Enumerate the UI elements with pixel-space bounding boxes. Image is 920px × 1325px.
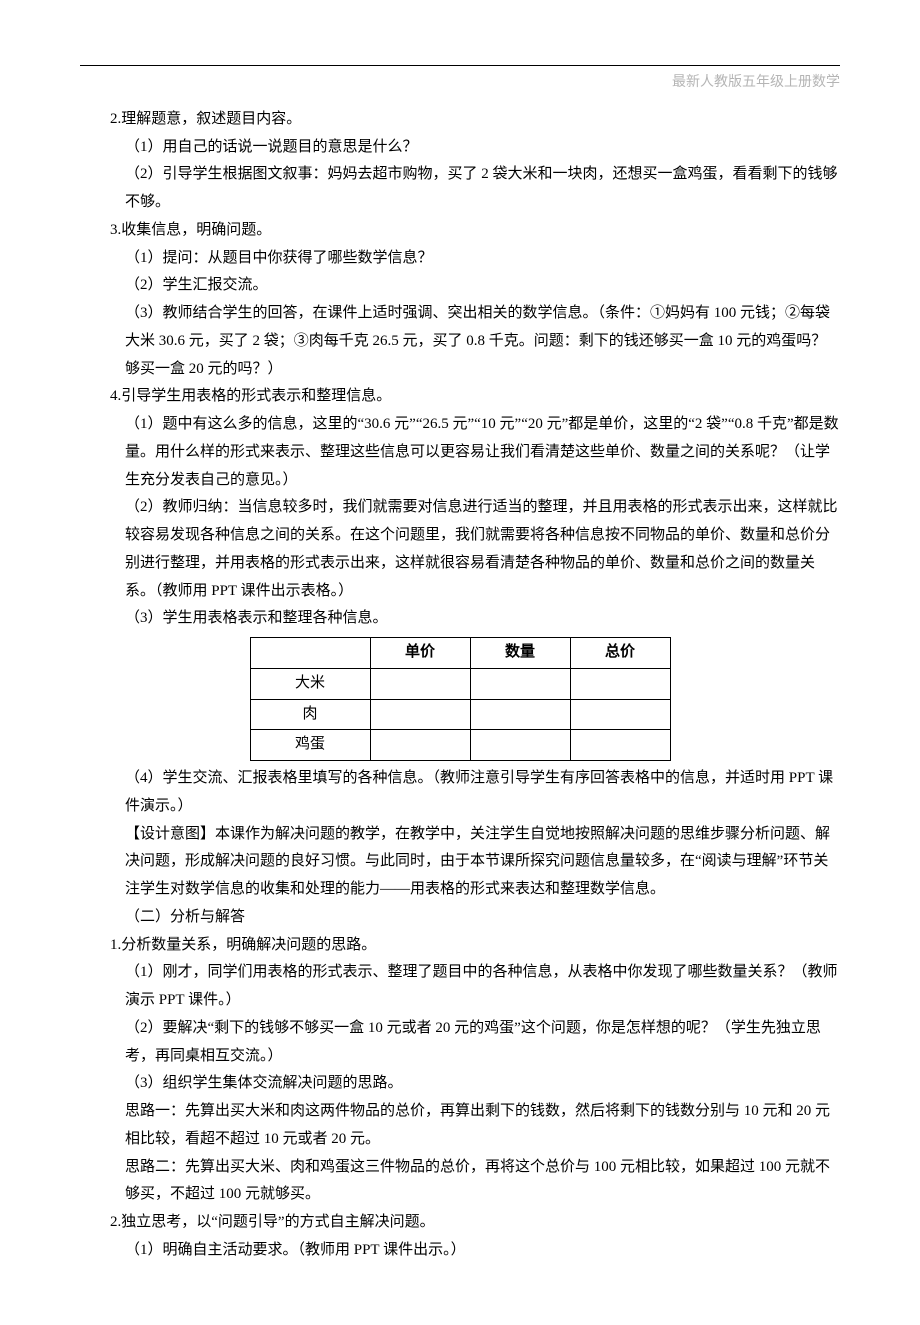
table-header-cell: 单价	[370, 638, 470, 669]
header-rule	[80, 65, 840, 66]
body-text: 思路二：先算出买大米、肉和鸡蛋这三件物品的总价，再将这个总价与 100 元相比较…	[80, 1154, 840, 1210]
table-header-cell: 总价	[570, 638, 670, 669]
body-text: （1）刚才，同学们用表格的形式表示、整理了题目中的各种信息，从表格中你发现了哪些…	[80, 959, 840, 1015]
body-text: 2.理解题意，叙述题目内容。	[80, 106, 840, 134]
body-text: （3）组织学生集体交流解决问题的思路。	[80, 1070, 840, 1098]
table-header-row: 单价 数量 总价	[250, 638, 670, 669]
table-cell	[470, 730, 570, 761]
table-row: 肉	[250, 699, 670, 730]
body-text: （1）用自己的话说一说题目的意思是什么？	[80, 134, 840, 162]
table-cell	[470, 668, 570, 699]
info-table: 单价 数量 总价 大米 肉 鸡蛋	[250, 637, 671, 761]
body-text: 思路一：先算出买大米和肉这两件物品的总价，再算出剩下的钱数，然后将剩下的钱数分别…	[80, 1098, 840, 1154]
table-cell: 肉	[250, 699, 370, 730]
table-cell	[570, 668, 670, 699]
document-page: 最新人教版五年级上册数学 2.理解题意，叙述题目内容。 （1）用自己的话说一说题…	[0, 0, 920, 1325]
body-text: （1）提问：从题目中你获得了哪些数学信息？	[80, 245, 840, 273]
body-text: （1）明确自主活动要求。（教师用 PPT 课件出示。）	[80, 1237, 840, 1265]
body-text: （2）学生汇报交流。	[80, 272, 840, 300]
body-text: （2）教师归纳：当信息较多时，我们就需要对信息进行适当的整理，并且用表格的形式表…	[80, 494, 840, 605]
body-text: （2）要解决“剩下的钱够不够买一盒 10 元或者 20 元的鸡蛋”这个问题，你是…	[80, 1015, 840, 1071]
body-text: （二）分析与解答	[80, 904, 840, 932]
table-cell	[370, 668, 470, 699]
body-text: （2）引导学生根据图文叙事：妈妈去超市购物，买了 2 袋大米和一块肉，还想买一盒…	[80, 161, 840, 217]
table-row: 大米	[250, 668, 670, 699]
table-cell	[570, 730, 670, 761]
body-text: （3）学生用表格表示和整理各种信息。	[80, 605, 840, 633]
body-text: （4）学生交流、汇报表格里填写的各种信息。（教师注意引导学生有序回答表格中的信息…	[80, 765, 840, 821]
table-row: 鸡蛋	[250, 730, 670, 761]
body-text: （1）题中有这么多的信息，这里的“30.6 元”“26.5 元”“10 元”“2…	[80, 411, 840, 494]
body-text: 【设计意图】本课作为解决问题的教学，在教学中，关注学生自觉地按照解决问题的思维步…	[80, 821, 840, 904]
table-cell: 大米	[250, 668, 370, 699]
body-text: 3.收集信息，明确问题。	[80, 217, 840, 245]
body-text: 4.引导学生用表格的形式表示和整理信息。	[80, 383, 840, 411]
body-text: （3）教师结合学生的回答，在课件上适时强调、突出相关的数学信息。（条件：①妈妈有…	[80, 300, 840, 383]
body-text: 2.独立思考，以“问题引导”的方式自主解决问题。	[80, 1209, 840, 1237]
table-header-cell: 数量	[470, 638, 570, 669]
table-header-cell	[250, 638, 370, 669]
table-cell	[370, 730, 470, 761]
table-cell	[370, 699, 470, 730]
table-cell: 鸡蛋	[250, 730, 370, 761]
header-label: 最新人教版五年级上册数学	[80, 70, 840, 96]
body-text: 1.分析数量关系，明确解决问题的思路。	[80, 932, 840, 960]
table-cell	[570, 699, 670, 730]
table-cell	[470, 699, 570, 730]
